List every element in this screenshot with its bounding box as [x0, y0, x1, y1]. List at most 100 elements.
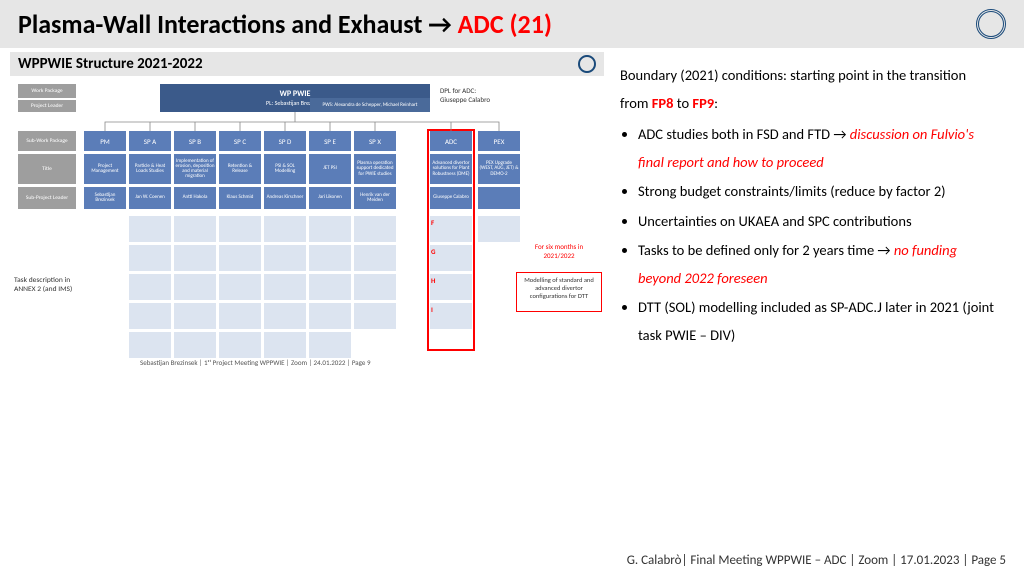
col-title: PSI & SOL Modelling	[264, 154, 306, 184]
title-adc: ADC (21)	[458, 8, 552, 40]
task-cell	[430, 303, 472, 329]
task-cell	[354, 303, 396, 329]
task-cell	[129, 274, 171, 300]
red-note-box: Modelling of standard and advanced diver…	[516, 272, 602, 312]
task-cell	[219, 274, 261, 300]
task-cell	[129, 303, 171, 329]
task-cell	[219, 332, 261, 358]
task-cell	[219, 303, 261, 329]
col-name: Andreas Kirschner	[264, 187, 306, 209]
bullet-1: ADC studies both in FSD and FTD → discus…	[638, 121, 996, 176]
conditions-header: Boundary (2021) conditions: starting poi…	[620, 62, 996, 117]
task-cell	[264, 303, 306, 329]
col-head-spd: SP D	[264, 131, 306, 151]
adc-task-letter: G	[431, 247, 435, 256]
bullet-3: Uncertainties on UKAEA and SPC contribut…	[638, 208, 996, 236]
col-name: Sebastijan Brezinsek	[84, 187, 126, 209]
col-head-pm: PM	[84, 131, 126, 151]
col-title: Retention & Release	[219, 154, 261, 184]
task-cell	[354, 216, 396, 242]
left-column: WPPWIE Structure 2021-2022 Work Package …	[0, 52, 610, 456]
col-head-adc: ADC	[430, 131, 472, 151]
logo-icon	[976, 9, 1006, 39]
hdr-to: to	[674, 94, 693, 112]
task-cell	[309, 303, 351, 329]
col-head-spa: SP A	[129, 131, 171, 151]
structure-footer: Sebastijan Brezinsek | 1ˢᵗ Project Meeti…	[140, 358, 371, 367]
wp-main-label: WP PWIE	[280, 89, 311, 99]
task-cell	[309, 216, 351, 242]
task-cell	[354, 274, 396, 300]
bullet-4: Tasks to be defined only for 2 years tim…	[638, 237, 996, 292]
red-note: For six months in 2021/2022	[526, 242, 592, 260]
col-head-spx: SP X	[354, 131, 396, 151]
fp9: FP9	[692, 94, 714, 112]
legend-swp: Sub-Work Package	[18, 131, 76, 151]
col-title: PEX Upgrade (WEST, AUG, JET) & DEMO-2	[478, 154, 520, 184]
legend-wp: Work Package	[18, 84, 76, 98]
task-cell	[174, 216, 216, 242]
task-cell	[309, 274, 351, 300]
col-title: Project Management	[84, 154, 126, 184]
task-cell	[309, 245, 351, 271]
legend-title: Title	[18, 154, 76, 184]
task-cell	[174, 274, 216, 300]
col-name: Jari Likonen	[309, 187, 351, 209]
task-cell	[219, 216, 261, 242]
task-cell	[174, 303, 216, 329]
task-cell	[174, 332, 216, 358]
b1a: ADC studies both in FSD and FTD →	[638, 125, 850, 143]
task-cell	[129, 245, 171, 271]
col-head-spb: SP B	[174, 131, 216, 151]
task-cell	[264, 332, 306, 358]
org-chart: Work Package Project Leader Sub-Work Pac…	[10, 76, 604, 456]
page-title: Plasma-Wall Interactions and Exhaust → A…	[18, 8, 552, 40]
content: WPPWIE Structure 2021-2022 Work Package …	[0, 48, 1024, 456]
task-cell	[174, 245, 216, 271]
task-cell	[129, 216, 171, 242]
structure-title: WPPWIE Structure 2021-2022	[18, 55, 203, 73]
col-head-spc: SP C	[219, 131, 261, 151]
annex-note: Task description in ANNEX 2 (and IMS)	[14, 276, 78, 294]
legend-pl: Project Leader	[18, 100, 76, 112]
title-main: Plasma-Wall Interactions and Exhaust →	[18, 8, 458, 40]
col-name: Antti Hakola	[174, 187, 216, 209]
col-head-spe: SP E	[309, 131, 351, 151]
adc-task-letter: H	[431, 276, 435, 285]
adc-task-letter: F	[431, 218, 434, 227]
col-name: Jan W. Coenen	[129, 187, 171, 209]
col-name: Giuseppe Calabro	[430, 187, 472, 209]
bullet-list: ADC studies both in FSD and FTD → discus…	[620, 121, 996, 349]
fp8: FP8	[652, 94, 674, 112]
task-cell	[264, 274, 306, 300]
task-cell	[478, 216, 520, 242]
col-title: Advanced divertor solutions for Plant Ro…	[430, 154, 472, 184]
task-cell	[430, 274, 472, 300]
col-title: Plasma operation support dedicated for P…	[354, 154, 396, 184]
col-name: Henrik van der Meiden	[354, 187, 396, 209]
col-title: Particle & Heat Loads Studies	[129, 154, 171, 184]
task-cell	[264, 245, 306, 271]
b4a: Tasks to be defined only for 2 years tim…	[638, 241, 894, 259]
title-bar: Plasma-Wall Interactions and Exhaust → A…	[0, 0, 1024, 48]
legend-spl: Sub-Project Leader	[18, 187, 76, 209]
page-footer: G. Calabrò| Final Meeting WPPWIE – ADC |…	[627, 553, 1006, 568]
adc-task-letter: I	[431, 305, 433, 314]
small-logo-icon	[578, 55, 596, 73]
col-title: Implementation of erosion, deposition an…	[174, 154, 216, 184]
task-cell	[430, 245, 472, 271]
bullet-5: DTT (SOL) modelling included as SP-ADC.J…	[638, 294, 996, 349]
col-name: Klaus Schmid	[219, 187, 261, 209]
dpl-label: DPL for ADC: Giuseppe Calabro	[440, 86, 490, 104]
task-cell	[219, 245, 261, 271]
task-cell	[309, 332, 351, 358]
task-cell	[129, 332, 171, 358]
col-name	[478, 187, 520, 209]
col-head-pex: PEX	[478, 131, 520, 151]
task-cell	[264, 216, 306, 242]
col-title: JET PSI	[309, 154, 351, 184]
pws-box: PWS: Alexandra de Schepper, Michael Rein…	[310, 98, 430, 112]
bullet-2: Strong budget constraints/limits (reduce…	[638, 178, 996, 206]
right-column: Boundary (2021) conditions: starting poi…	[610, 52, 1010, 456]
hdr-colon: :	[714, 94, 718, 112]
